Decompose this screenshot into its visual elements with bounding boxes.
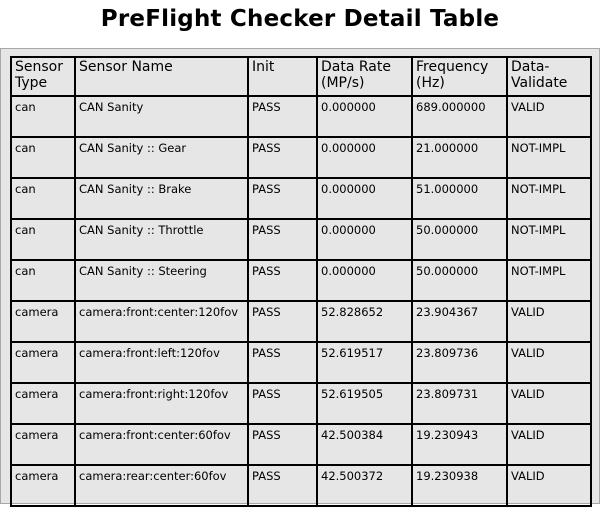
table-row: camera camera:front:center:60fov PASS 42.50…: [10, 423, 592, 466]
cell-data-validate: VALID: [506, 95, 592, 138]
cell-data-rate: 42.500372: [316, 464, 413, 507]
cell-sensor-type: can: [10, 259, 76, 302]
cell-data-validate: NOT-IMPL: [506, 136, 592, 179]
cell-init: PASS: [247, 259, 318, 302]
cell-data-rate: 0.000000: [316, 218, 413, 261]
cell-data-rate: 0.000000: [316, 136, 413, 179]
header-data-rate: Data Rate (MP/s): [316, 56, 413, 97]
header-frequency: Frequency (Hz): [411, 56, 508, 97]
cell-sensor-type: can: [10, 177, 76, 220]
cell-init: PASS: [247, 300, 318, 343]
cell-frequency: 21.000000: [411, 136, 508, 179]
cell-data-rate: 52.828652: [316, 300, 413, 343]
cell-data-rate: 0.000000: [316, 177, 413, 220]
cell-sensor-type: can: [10, 136, 76, 179]
table-row: can CAN Sanity :: Gear PASS 0.000000 21.0000…: [10, 136, 592, 179]
cell-data-validate: NOT-IMPL: [506, 259, 592, 302]
cell-frequency: 51.000000: [411, 177, 508, 220]
cell-sensor-type: can: [10, 95, 76, 138]
cell-sensor-type: camera: [10, 341, 76, 384]
page-title: PreFlight Checker Detail Table: [100, 6, 500, 32]
cell-sensor-name: CAN Sanity :: Steering: [74, 259, 249, 302]
cell-sensor-name: camera:front:left:120fov: [74, 341, 249, 384]
cell-init: PASS: [247, 423, 318, 466]
cell-frequency: 19.230943: [411, 423, 508, 466]
cell-data-validate: VALID: [506, 423, 592, 466]
cell-sensor-name: camera:front:center:120fov: [74, 300, 249, 343]
cell-init: PASS: [247, 177, 318, 220]
cell-init: PASS: [247, 341, 318, 384]
cell-sensor-type: camera: [10, 423, 76, 466]
cell-sensor-name: camera:front:center:60fov: [74, 423, 249, 466]
cell-frequency: 689.000000: [411, 95, 508, 138]
cell-frequency: 23.809731: [411, 382, 508, 425]
cell-frequency: 23.904367: [411, 300, 508, 343]
header-sensor-name: Sensor Name: [74, 56, 249, 97]
cell-data-validate: VALID: [506, 341, 592, 384]
cell-frequency: 19.230938: [411, 464, 508, 507]
cell-frequency: 23.809736: [411, 341, 508, 384]
cell-sensor-type: camera: [10, 382, 76, 425]
cell-init: PASS: [247, 218, 318, 261]
cell-data-validate: VALID: [506, 300, 592, 343]
cell-sensor-name: camera:front:right:120fov: [74, 382, 249, 425]
table-row: can CAN Sanity :: Steering PASS 0.000000 50.…: [10, 259, 592, 302]
table-row: camera camera:front:center:120fov PASS 52.8…: [10, 300, 592, 343]
cell-sensor-type: can: [10, 218, 76, 261]
cell-data-validate: NOT-IMPL: [506, 177, 592, 220]
table-row: can CAN Sanity :: Brake PASS 0.000000 51.000…: [10, 177, 592, 220]
cell-data-validate: VALID: [506, 382, 592, 425]
cell-init: PASS: [247, 464, 318, 507]
cell-sensor-type: camera: [10, 464, 76, 507]
cell-init: PASS: [247, 136, 318, 179]
table-row: camera camera:front:right:120fov PASS 52.61…: [10, 382, 592, 425]
cell-data-rate: 42.500384: [316, 423, 413, 466]
table-row: can CAN Sanity :: Throttle PASS 0.000000 50.…: [10, 218, 592, 261]
cell-frequency: 50.000000: [411, 259, 508, 302]
table-row: camera camera:rear:center:60fov PASS 42.500…: [10, 464, 592, 507]
table-row: camera camera:front:left:120fov PASS 52.619…: [10, 341, 592, 384]
detail-table: Sensor Type Sensor Name Init Data Rate (…: [10, 56, 592, 507]
cell-init: PASS: [247, 382, 318, 425]
header-sensor-type: Sensor Type: [10, 56, 76, 97]
cell-data-rate: 0.000000: [316, 259, 413, 302]
cell-sensor-name: CAN Sanity: [74, 95, 249, 138]
cell-frequency: 50.000000: [411, 218, 508, 261]
cell-data-rate: 52.619517: [316, 341, 413, 384]
header-data-validate: Data-Validate: [506, 56, 592, 97]
cell-data-validate: NOT-IMPL: [506, 218, 592, 261]
table-body: can CAN Sanity PASS 0.000000 689.000000 VALID…: [10, 95, 592, 507]
cell-sensor-type: camera: [10, 300, 76, 343]
cell-sensor-name: camera:rear:center:60fov: [74, 464, 249, 507]
header-init: Init: [247, 56, 318, 97]
header-row: Sensor Type Sensor Name Init Data Rate (…: [10, 56, 592, 97]
cell-sensor-name: CAN Sanity :: Gear: [74, 136, 249, 179]
cell-sensor-name: CAN Sanity :: Brake: [74, 177, 249, 220]
table-row: can CAN Sanity PASS 0.000000 689.000000 VALID: [10, 95, 592, 138]
cell-init: PASS: [247, 95, 318, 138]
table-frame: Sensor Type Sensor Name Init Data Rate (…: [0, 48, 600, 507]
cell-data-rate: 0.000000: [316, 95, 413, 138]
cell-data-validate: VALID: [506, 464, 592, 507]
cell-data-rate: 52.619505: [316, 382, 413, 425]
cell-sensor-name: CAN Sanity :: Throttle: [74, 218, 249, 261]
